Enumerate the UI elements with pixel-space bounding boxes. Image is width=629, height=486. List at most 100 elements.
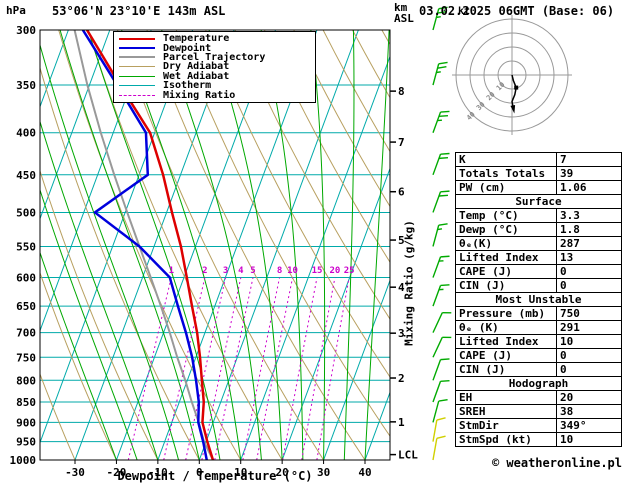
pressure-tick-label: 350 xyxy=(16,79,36,92)
index-label: EH xyxy=(455,390,557,405)
mixing-ratio-label: 4 xyxy=(238,266,244,276)
wind-barb xyxy=(432,417,446,442)
table-section-header: Surface xyxy=(455,194,622,209)
legend-item: Isotherm xyxy=(114,81,315,91)
hodograph-unit-label: kt xyxy=(458,6,471,17)
wind-barb xyxy=(432,358,450,381)
km-tick-label: 6 xyxy=(398,186,405,199)
table-row: Lifted Index 10 xyxy=(455,334,622,349)
table-row: CAPE (J) 0 xyxy=(455,348,622,363)
pressure-tick-label: 1000 xyxy=(10,454,37,467)
altitude-unit-asl: ASL xyxy=(394,12,414,25)
table-section-header: Hodograph xyxy=(455,376,622,391)
index-value: 20 xyxy=(556,390,622,405)
credit: © weatheronline.pl xyxy=(455,456,622,470)
index-value: 1.06 xyxy=(556,180,622,195)
plot-border xyxy=(39,29,391,461)
index-label: StmSpd (kt) xyxy=(455,432,557,447)
index-label: StmDir xyxy=(455,418,557,433)
legend-line-sample xyxy=(119,37,155,40)
km-tick-label: 5 xyxy=(398,234,405,247)
legend-item-label: Temperature xyxy=(163,33,230,45)
pressure-tick-label: 400 xyxy=(16,127,36,140)
pressure-tick-label: 850 xyxy=(16,396,36,409)
wind-barb xyxy=(432,152,450,176)
legend: Temperature Dewpoint Parcel Trajectory Dry … xyxy=(113,31,316,103)
temp-tick-label: 20 xyxy=(276,466,289,479)
legend-item: Wet Adiabat xyxy=(114,71,315,81)
x-axis-title: Dewpoint / Temperature (°C) xyxy=(117,469,313,483)
wind-barb xyxy=(432,435,446,461)
pressure-unit-label: hPa xyxy=(6,4,26,17)
index-value: 349° xyxy=(556,418,622,433)
index-label: θₑ(K) xyxy=(455,236,557,251)
mixing-ratio-label: 15 xyxy=(312,266,323,276)
index-value: 39 xyxy=(556,166,622,181)
mixing-ratio-labels: 1 2 3 4 5 8 10 15 20 25 xyxy=(169,266,355,276)
wind-barb xyxy=(432,311,452,333)
table-row: θₑ (K) 291 xyxy=(455,320,622,335)
legend-item-label: Parcel Trajectory xyxy=(163,51,266,63)
index-value: 287 xyxy=(556,236,622,251)
pressure-tick-label: 500 xyxy=(16,206,36,219)
temp-tick-label: 40 xyxy=(358,466,371,479)
mixing-ratio-label: 3 xyxy=(223,266,228,276)
km-tick-label: LCL xyxy=(398,449,418,462)
table-row: Pressure (mb) 750 xyxy=(455,306,622,321)
table-row: CIN (J) 0 xyxy=(455,362,622,377)
wind-barb xyxy=(432,379,450,403)
hodograph-ring-label: 20 xyxy=(485,91,497,103)
credit-text: weatheronline.pl xyxy=(506,456,622,470)
hodograph-ring-label: 10 xyxy=(495,81,507,93)
mixing-ratio-label: 8 xyxy=(277,266,282,276)
index-label: CIN (J) xyxy=(455,278,557,293)
index-label: θₑ (K) xyxy=(455,320,557,335)
station-title: 53°06'N 23°10'E 143m ASL xyxy=(52,4,226,18)
index-label: PW (cm) xyxy=(455,180,557,195)
pressure-tick-label: 600 xyxy=(16,272,36,285)
mixing-ratio-label: 2 xyxy=(202,266,207,276)
legend-item: Temperature xyxy=(114,33,315,45)
wind-barb xyxy=(432,284,450,307)
wind-barb xyxy=(432,399,448,423)
index-value: 3.3 xyxy=(556,208,622,223)
index-value: 1.8 xyxy=(556,222,622,237)
altitude-unit-km: km xyxy=(394,1,408,14)
legend-item: Parcel Trajectory xyxy=(114,51,315,63)
index-label: SREH xyxy=(455,404,557,419)
km-tick-label: 3 xyxy=(398,327,405,340)
table-section-header: Most Unstable xyxy=(455,292,622,307)
dewpoint-curve xyxy=(81,30,208,460)
pressure-tick-label: 900 xyxy=(16,416,36,429)
index-value: 291 xyxy=(556,320,622,335)
wind-barb xyxy=(432,61,448,86)
km-axis: 8 7 6 5 4 3 2 1 LCL xyxy=(390,85,418,462)
km-tick-label: 1 xyxy=(398,416,405,429)
table-row: Dewp (°C) 1.8 xyxy=(455,222,622,237)
pressure-tick-label: 300 xyxy=(16,24,36,37)
table-row: CIN (J) 0 xyxy=(455,278,622,293)
wind-barb xyxy=(432,336,452,358)
pressure-tick-label: 700 xyxy=(16,327,36,340)
temp-tick-label: -20 xyxy=(106,466,126,479)
table-row: Lifted Index 13 xyxy=(455,250,622,265)
copyright-symbol: © xyxy=(491,456,500,470)
mixing-ratio-label: 25 xyxy=(344,266,355,276)
hodograph-ring-label: 30 xyxy=(475,100,487,112)
table-row: θₑ(K) 287 xyxy=(455,236,622,251)
index-value: 750 xyxy=(556,306,622,321)
hodograph-ring-label: 40 xyxy=(465,110,477,122)
index-value: 0 xyxy=(556,264,622,279)
legend-line-sample xyxy=(119,94,155,96)
legend-line-sample xyxy=(119,75,155,77)
index-label: Dewp (°C) xyxy=(455,222,557,237)
pressure-tick-label: 950 xyxy=(16,436,36,449)
temp-tick-label: 30 xyxy=(317,466,330,479)
temp-tick-label: -30 xyxy=(65,466,85,479)
index-label: Totals Totals xyxy=(455,166,557,181)
temp-tick-label: 10 xyxy=(234,466,247,479)
index-value: 0 xyxy=(556,362,622,377)
legend-item-label: Dewpoint xyxy=(163,42,212,54)
